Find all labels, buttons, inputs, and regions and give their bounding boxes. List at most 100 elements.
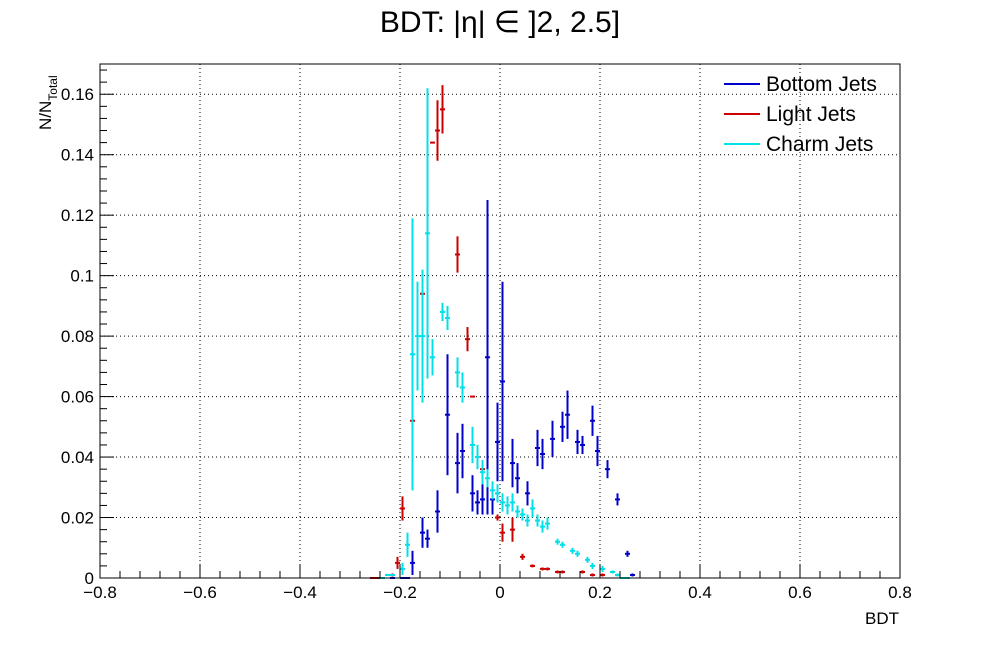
legend-item: Light Jets: [724, 103, 856, 126]
y-tick-label: 0.08: [61, 327, 94, 346]
data-point: [460, 372, 465, 403]
data-point: [610, 570, 615, 574]
data-point: [495, 514, 500, 521]
data-point: [480, 460, 485, 485]
data-point: [525, 481, 530, 506]
data-point: [555, 570, 560, 574]
y-tick-label: 0.1: [70, 267, 94, 286]
data-point: [520, 553, 525, 560]
data-point: [535, 514, 540, 527]
data-point: [485, 200, 490, 515]
data-point: [440, 302, 445, 321]
data-point: [455, 357, 460, 388]
x-tick-label: −0.4: [283, 583, 317, 602]
data-point: [490, 481, 495, 500]
axes: −0.8 −0.6 −0.4 −0.2 0 0.2 0.4 0.6 0.8 0 0.02 0.04 0.…: [61, 69, 912, 602]
data-point: [605, 460, 610, 479]
data-point: [545, 567, 550, 571]
data-point: [460, 423, 465, 479]
data-point: [420, 517, 425, 548]
data-point: [485, 469, 490, 488]
data-point: [520, 508, 525, 521]
data-point: [615, 493, 620, 506]
y-tick-label: 0.16: [61, 85, 94, 104]
legend-item: Bottom Jets: [724, 73, 877, 96]
data-point: [545, 517, 550, 530]
data-point: [600, 565, 605, 572]
data-point: [585, 556, 590, 563]
data-point: [500, 493, 505, 512]
data-point: [430, 339, 435, 376]
data-point: [445, 354, 450, 476]
x-tick-label: 0: [495, 583, 504, 602]
data-point: [400, 496, 405, 521]
data-point: [580, 435, 585, 455]
data-point: [540, 438, 545, 470]
data-point: [590, 562, 595, 569]
data-point: [435, 100, 440, 161]
data-point: [410, 550, 415, 575]
data-point: [510, 517, 515, 542]
data-point: [500, 281, 505, 482]
data-point: [510, 438, 515, 488]
data-point: [575, 550, 580, 557]
data-point: [415, 281, 420, 391]
y-axis-title-main: N/N: [36, 101, 55, 130]
data-point: [480, 484, 485, 515]
data-point: [560, 541, 565, 548]
data-point: [425, 88, 430, 379]
data-point: [580, 570, 585, 574]
legend-label: Bottom Jets: [766, 73, 877, 96]
data-point: [555, 538, 560, 545]
data-point: [530, 499, 535, 518]
data-point: [455, 432, 460, 494]
legend-label: Charm Jets: [766, 133, 873, 156]
data-point: [575, 429, 580, 455]
data-point: [595, 435, 600, 467]
y-tick-label: 0.06: [61, 388, 94, 407]
data-point: [600, 573, 605, 577]
legend-item: Charm Jets: [724, 133, 873, 156]
x-tick-label: 0.8: [888, 583, 912, 602]
y-axis-title-sub: Total: [46, 75, 60, 100]
data-point: [590, 573, 595, 577]
data-point: [470, 426, 475, 464]
data-point: [455, 236, 460, 273]
data-layer: [370, 85, 635, 579]
data-point: [630, 573, 635, 577]
chart-title: BDT: |η| ∈ ]2, 2.5]: [380, 6, 620, 39]
data-point: [470, 475, 475, 512]
data-point: [475, 444, 480, 470]
data-point: [435, 490, 440, 533]
legend-label: Light Jets: [766, 103, 856, 126]
data-point: [495, 484, 500, 503]
data-point: [530, 564, 535, 568]
data-point: [515, 463, 520, 494]
data-point: [540, 567, 545, 571]
data-point: [420, 269, 425, 403]
data-point: [590, 405, 595, 436]
data-point: [445, 305, 450, 331]
data-point: [560, 411, 565, 442]
x-tick-label: −0.2: [383, 583, 417, 602]
svg-text:N/NTotal: N/NTotal: [36, 75, 60, 130]
y-tick-label: 0.14: [61, 146, 94, 165]
y-tick-label: 0.12: [61, 206, 94, 225]
y-axis-title: N/NTotal: [36, 75, 60, 130]
data-point: [400, 562, 405, 575]
data-point: [505, 496, 510, 515]
data-point: [395, 556, 400, 569]
x-tick-label: −0.8: [83, 583, 117, 602]
data-point: [535, 429, 540, 467]
data-point: [540, 520, 545, 533]
data-point: [425, 529, 430, 548]
y-tick-label: 0.02: [61, 509, 94, 528]
data-point: [465, 327, 470, 352]
data-point: [440, 85, 445, 134]
data-point: [495, 402, 500, 482]
data-point: [500, 523, 505, 542]
x-tick-label: −0.6: [183, 583, 217, 602]
y-tick-label: 0: [85, 569, 94, 588]
